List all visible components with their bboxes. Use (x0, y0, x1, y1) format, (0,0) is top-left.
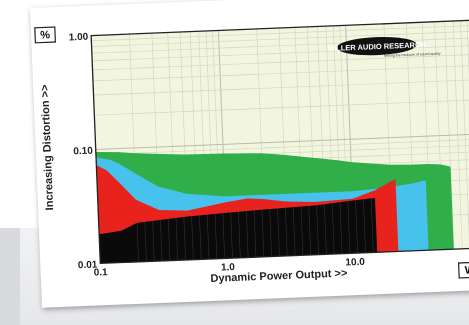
black-area-gridline (230, 212, 233, 259)
distortion-chart: 0.11.010.01001.000.100.01 Dynamic Power … (34, 19, 469, 285)
chart-card: 0.11.010.01001.000.100.01 Dynamic Power … (30, 0, 469, 308)
y-gridline (95, 133, 469, 150)
black-area-gridline (370, 198, 374, 253)
black-area-gridline (261, 209, 265, 257)
black-area-gridline (160, 219, 163, 261)
brand-logo: MILLER AUDIO RESEARCH Setting the measur… (328, 36, 441, 58)
black-area-gridline (136, 222, 139, 262)
black-area-gridline (363, 199, 366, 253)
x-tick-label: 1.0 (221, 262, 236, 274)
black-area-gridline (253, 210, 257, 258)
x-tick-label: 10.0 (345, 257, 365, 269)
black-area-gridline (152, 220, 155, 262)
black-area-gridline (277, 208, 280, 257)
y-gridline (92, 65, 469, 82)
y-gridline (91, 30, 469, 47)
series-layer (95, 151, 454, 264)
x-tick-label: 0.1 (94, 267, 109, 279)
y-gridline (94, 99, 469, 116)
black-area-gridline (316, 205, 319, 255)
black-area-gridline (199, 215, 202, 260)
y-tick-label: 0.10 (73, 146, 93, 158)
black-area-gridline (308, 205, 312, 255)
black-area-gridline (347, 201, 351, 254)
black-area-gridline (300, 206, 304, 256)
black-area-gridline (269, 209, 272, 257)
black-area-gridline (207, 214, 210, 260)
black-area-gridline (222, 213, 225, 259)
y-axis-title: Increasing Distortion >> (39, 84, 56, 210)
logo-name: MILLER AUDIO RESEARCH (328, 40, 426, 53)
y-tick-label: 0.01 (78, 259, 98, 271)
black-area-gridline (183, 216, 186, 260)
y-unit-box: % (34, 26, 57, 44)
black-area-gridline (324, 204, 327, 255)
y-gridline (93, 79, 469, 96)
plot-frame-layer (90, 19, 469, 265)
tick-label-layer: 0.11.010.01001.000.100.01 (69, 32, 366, 279)
x-unit-box: W (457, 261, 469, 279)
y-gridline (95, 139, 469, 156)
y-gridline (91, 25, 469, 42)
black-area-gridline (191, 216, 194, 260)
black-area-gridline (167, 218, 171, 261)
black-area-gridline (355, 200, 358, 254)
black-area-gridline (175, 217, 178, 261)
background-panel-edge (0, 228, 20, 325)
x-unit-label: W (464, 264, 469, 276)
black-area-gridline (331, 203, 335, 254)
black-area-gridline (285, 207, 288, 256)
series-area-black (99, 197, 378, 264)
black-area-gridline (214, 213, 218, 259)
black-area-gridline (144, 221, 147, 262)
black-area-gridline (238, 211, 241, 258)
black-area-gridline (292, 207, 296, 256)
y-unit-label: % (40, 29, 50, 41)
plot-frame (90, 19, 469, 265)
black-area-gridline (339, 202, 343, 254)
logo-tagline: Setting the measure of sound quality (384, 52, 441, 58)
y-gridline (92, 54, 469, 71)
y-tick-label: 1.00 (69, 32, 89, 44)
x-axis-title: Dynamic Power Output >> (210, 267, 347, 284)
black-area-gridline (246, 211, 249, 258)
